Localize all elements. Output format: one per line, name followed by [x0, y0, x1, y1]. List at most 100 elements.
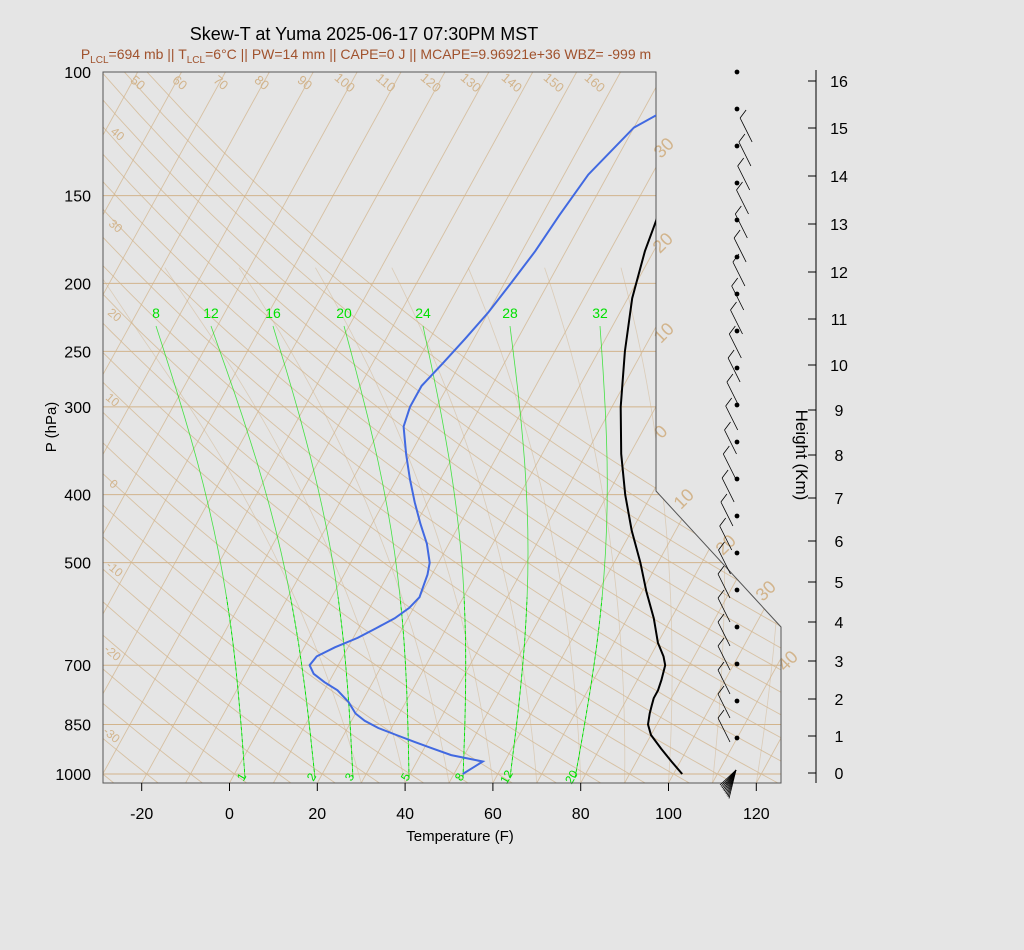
mixing-ratio-bottom-label: 2: [304, 770, 320, 783]
dry-adiabat-line: [103, 72, 602, 783]
wind-barb: [717, 589, 731, 623]
mixing-ratio-bottom-label: 20: [562, 767, 581, 786]
wind-station-dot: [734, 328, 740, 334]
height-tick-label: 13: [830, 217, 848, 234]
moist-adiabat-line: [620, 267, 673, 783]
dry-adiabat-label: -10: [103, 558, 126, 580]
isotherm-line: [103, 72, 270, 783]
moist-adiabat-line: [164, 267, 406, 783]
mixing-ratio-label: 20: [336, 305, 352, 321]
mixing-ratio-line: [574, 325, 608, 779]
isotherm-label: 140: [499, 70, 525, 95]
moist-adiabat-label: 30: [752, 577, 780, 605]
moist-adiabat-line: [467, 267, 582, 783]
wind-barb: [724, 421, 737, 455]
mixing-ratio-dashed: [290, 597, 316, 779]
isotherm-line: [273, 72, 665, 783]
moist-adiabat-line: [755, 267, 781, 783]
wind-barb: [737, 157, 751, 191]
wind-barb: [733, 229, 747, 263]
wind-barb: [725, 397, 739, 431]
isotherm-label: 100: [332, 70, 358, 95]
sounding-series: [308, 72, 781, 775]
mixing-ratio-dashed: [337, 597, 354, 779]
isotherm-line: [844, 72, 1024, 783]
moist-adiabat-line: [544, 267, 626, 783]
height-tick-label: 9: [835, 403, 844, 420]
height-tick-label: 10: [830, 358, 848, 375]
height-tick-label: 11: [831, 312, 848, 329]
isotherm-label: 110: [373, 70, 399, 95]
series-line-dewpoint: [308, 72, 736, 775]
dry-adiabat-line: [103, 72, 781, 783]
mixing-ratio-line: [155, 325, 246, 779]
wind-barb: [731, 277, 745, 311]
wind-barb: [717, 565, 731, 599]
wind-barb: [727, 349, 741, 383]
wind-barb: [730, 301, 743, 335]
wind-barb: [720, 493, 734, 527]
dry-adiabat-line: [103, 72, 557, 783]
dry-adiabat-line: [103, 72, 513, 783]
isotherm-line: [103, 72, 139, 783]
wind-station-dot: [734, 550, 740, 556]
mixing-ratio-label: 32: [592, 305, 608, 321]
dry-adiabat-line: [103, 72, 779, 783]
wind-barbs: [717, 69, 753, 799]
dry-adiabat-line: [103, 72, 781, 783]
wind-barb: [739, 109, 753, 143]
wind-barb: [726, 373, 740, 407]
dry-adiabat-line: [103, 72, 336, 783]
wind-barb: [736, 181, 749, 215]
isotherm-label: 130: [458, 70, 484, 95]
isotherm-line: [103, 72, 358, 783]
isotherm-line: [103, 72, 314, 783]
y-axis-label: P (hPa): [43, 402, 60, 453]
height-tick-label: 16: [830, 74, 848, 91]
x-tick-label: 60: [484, 806, 502, 823]
isotherm-label: 120: [418, 70, 444, 95]
wind-barb: [732, 253, 746, 287]
p-tick-label: 700: [64, 658, 91, 675]
wind-station-dot: [734, 365, 740, 371]
mixing-ratio-line: [509, 325, 529, 779]
mixing-ratio-bottom-label: 1: [234, 770, 250, 783]
dry-adiabat-line: [103, 72, 380, 783]
chart-title: Skew-T at Yuma 2025-06-17 07:30PM MST: [190, 24, 539, 44]
wind-barb: [719, 517, 733, 551]
wind-station-dot: [734, 106, 740, 112]
isotherm-line: [141, 72, 534, 783]
wind-station-dot: [734, 143, 740, 149]
mixing-ratio-label: 24: [415, 305, 431, 321]
moist-adiabat-line: [391, 267, 538, 783]
y2-axis-label: Height (Km): [792, 410, 811, 501]
dry-adiabat-line: [103, 72, 424, 783]
wind-station-dot: [734, 476, 740, 482]
mixing-ratio-label: 16: [265, 305, 281, 321]
p-tick-label: 500: [64, 556, 91, 573]
wind-barb: [717, 661, 731, 695]
pressure-axis: 100 150 200 250 300 400 500 700 850 1000: [55, 65, 91, 784]
dry-adiabat-line: [103, 72, 781, 783]
height-tick-label: 12: [830, 265, 848, 282]
isotherm-line: [888, 72, 1024, 783]
wind-station-dot: [734, 624, 740, 630]
dry-adiabat-label: -20: [101, 642, 124, 664]
moist-adiabat-label: 40: [774, 647, 802, 675]
height-tick-label: 0: [835, 766, 844, 783]
isotherm-line: [103, 72, 402, 783]
dry-adiabat-line: [0, 72, 25, 783]
temperature-axis: -20 0 20 40 60 80 100 120: [130, 783, 770, 823]
isotherm-line: [932, 72, 1024, 783]
height-tick-label: 14: [830, 169, 848, 186]
dry-adiabat-line: [123, 72, 781, 783]
background-lines: [0, 72, 1024, 783]
isotherm-line: [976, 72, 1024, 783]
x-tick-label: 100: [655, 806, 682, 823]
chart-subtitle: PLCL=694 mb || TLCL=6°C || PW=14 mm || C…: [81, 46, 651, 66]
isotherm-line: [536, 72, 781, 783]
x-axis-label: Temperature (F): [406, 828, 514, 845]
p-tick-label: 300: [64, 400, 91, 417]
wind-station-dot: [734, 69, 740, 75]
